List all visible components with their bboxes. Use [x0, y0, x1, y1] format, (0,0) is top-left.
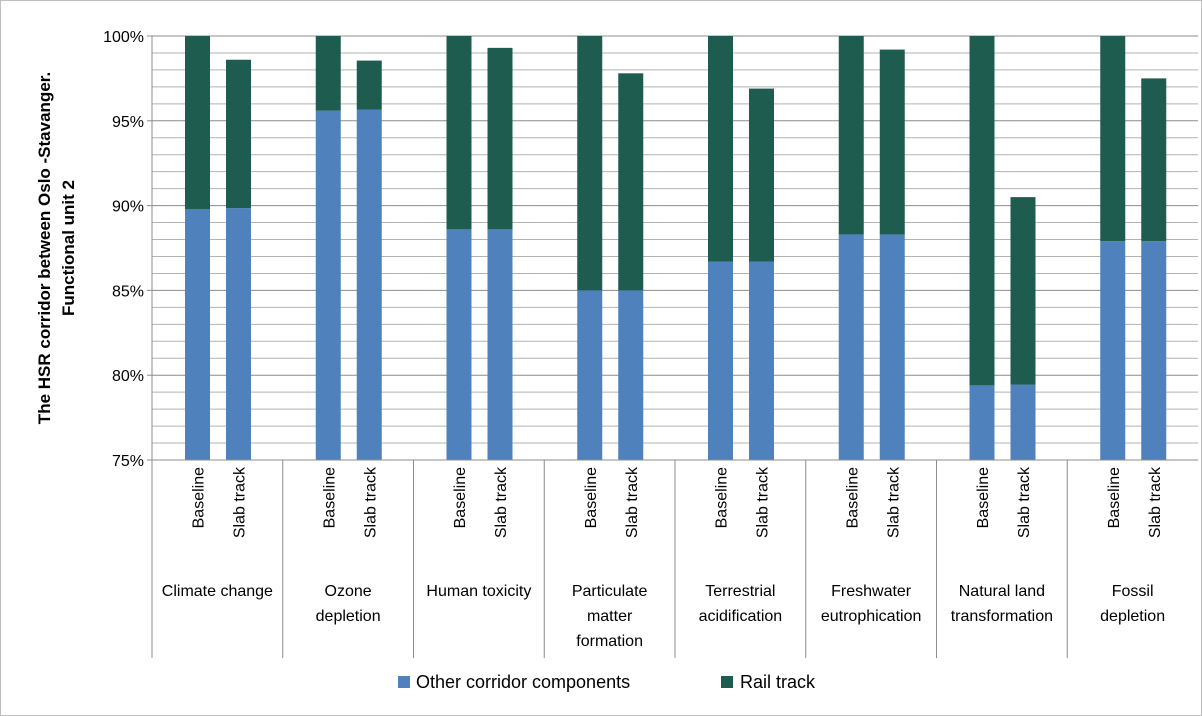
bar-label: Baseline [583, 467, 600, 528]
bars [185, 36, 1167, 461]
bar-segment-rail [487, 47, 513, 230]
bar-segment-rail [356, 60, 382, 110]
bar-segment-rail [315, 36, 341, 111]
y-tick-label: 100% [103, 29, 144, 46]
y-axis-title-line: The HSR corridor between Oslo -Stavanger… [35, 72, 54, 424]
bar-label: Slab track [624, 466, 641, 538]
category-label: Freshwater [831, 583, 912, 600]
category-label: depletion [1100, 608, 1165, 625]
bar-label: Baseline [452, 467, 469, 528]
y-axis-label: The HSR corridor between Oslo -Stavanger… [35, 72, 78, 424]
y-tick-label: 80% [112, 368, 144, 385]
legend-label-rail: Rail track [740, 672, 816, 692]
category-label: eutrophication [821, 608, 922, 625]
bar-segment-rail [226, 59, 251, 209]
bar-segment-rail [1141, 78, 1167, 242]
axes [147, 35, 1198, 658]
bar-label: Baseline [844, 467, 861, 528]
bar-segment-other [446, 229, 472, 460]
bar-segment-rail [1100, 36, 1126, 242]
bar-label: Baseline [1106, 467, 1123, 528]
y-tick-label: 90% [112, 199, 144, 216]
bar-segment-other [1010, 384, 1036, 460]
bar-label: Slab track [362, 466, 379, 538]
category-label: Terrestrial [705, 583, 775, 600]
category-label: Ozone [325, 583, 372, 600]
bar-label: Slab track [755, 466, 772, 538]
bar-segment-other [1141, 241, 1167, 460]
bar-label: Baseline [191, 467, 208, 528]
bar-segment-rail [185, 36, 210, 209]
category-label: depletion [316, 608, 381, 625]
legend-label-other: Other corridor components [416, 672, 630, 692]
y-tick-label: 85% [112, 283, 144, 300]
bar-segment-rail [969, 36, 995, 386]
bar-segment-other [577, 290, 603, 460]
legend-swatch-rail [721, 676, 733, 688]
bar-segment-rail [749, 88, 774, 262]
bar-label: Slab track [885, 466, 902, 538]
bar-segment-other [838, 234, 864, 460]
bar-segment-other [708, 261, 733, 460]
bar-segment-other [749, 261, 774, 460]
category-label: formation [576, 633, 643, 650]
y-tick-label: 95% [112, 114, 144, 131]
bar-segment-rail [618, 73, 644, 291]
y-tick-label: 75% [112, 453, 144, 470]
x-category-labels: Baseline Slab track Climate change Baseline… [162, 466, 1165, 650]
bar-segment-other [185, 208, 210, 460]
legend: Other corridor components Rail track [398, 672, 816, 692]
bar-segment-other [618, 290, 644, 460]
category-label: Natural land [959, 583, 1045, 600]
bar-segment-other [487, 229, 513, 460]
legend-swatch-other [398, 676, 410, 688]
bar-segment-rail [879, 49, 905, 235]
bar-label: Baseline [714, 467, 731, 528]
bar-label: Slab track [493, 466, 510, 538]
bar-segment-other [879, 234, 905, 460]
bar-label: Baseline [321, 467, 338, 528]
category-label: Fossil [1112, 583, 1154, 600]
category-label: Particulate [572, 583, 648, 600]
category-label: acidification [699, 608, 783, 625]
bar-segment-other [226, 208, 251, 460]
y-tick-labels: 75% 80% 85% 90% 95% 100% [103, 29, 144, 470]
bar-segment-rail [708, 36, 733, 262]
bar-label: Slab track [232, 466, 249, 538]
bar-label: Slab track [1147, 466, 1164, 538]
bar-label: Slab track [1016, 466, 1033, 538]
bar-segment-other [356, 109, 382, 460]
bar-label: Baseline [975, 467, 992, 528]
bar-segment-rail [838, 36, 864, 235]
gridlines [152, 35, 1198, 444]
category-label: Human toxicity [426, 583, 531, 600]
bar-segment-rail [1010, 197, 1036, 385]
category-label: Climate change [162, 583, 273, 600]
bar-segment-other [315, 110, 341, 461]
bar-segment-rail [577, 36, 603, 291]
bar-segment-rail [446, 36, 472, 230]
bar-segment-other [1100, 241, 1126, 460]
bar-segment-other [969, 385, 995, 460]
category-label: transformation [951, 608, 1053, 625]
y-axis-title-line: Functional unit 2 [59, 180, 78, 316]
category-label: matter [587, 608, 633, 625]
